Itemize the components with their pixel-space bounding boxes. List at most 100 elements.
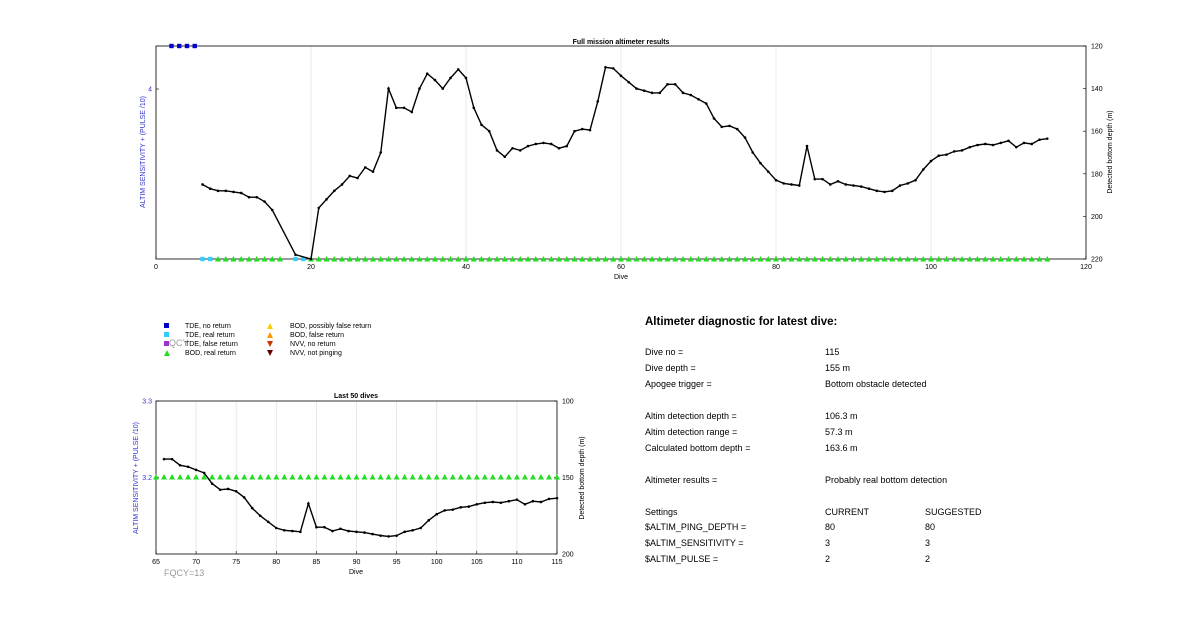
- depth-data-point: [952, 150, 956, 153]
- altim-detection-depth-label: Altim detection depth =: [645, 411, 737, 421]
- bod-real-return-marker: [811, 256, 818, 262]
- depth-data-point: [258, 514, 262, 518]
- bod-real-return-marker: [959, 256, 965, 262]
- x-tick-label: 80: [772, 264, 780, 271]
- depth-data-point: [323, 525, 326, 529]
- depth-data-point: [275, 526, 278, 530]
- depth-data-point: [178, 463, 182, 467]
- depth-data-point: [356, 176, 359, 180]
- depth-data-point: [467, 505, 471, 508]
- bod-real-return-marker: [185, 474, 192, 480]
- altimeter-results-value: Probably real bottom detection: [825, 475, 948, 485]
- full-mission-right-ylabel: Detected bottom depth (m): [1107, 110, 1114, 193]
- bod-real-return-marker: [377, 474, 384, 480]
- bod-real-return-marker: [230, 256, 237, 262]
- depth-data-point: [315, 525, 318, 529]
- bod-real-return-marker: [649, 256, 655, 262]
- bod-real-return-marker: [345, 474, 352, 480]
- depth-data-point: [332, 189, 336, 193]
- bod-real-return-marker: [362, 256, 369, 262]
- bod-real-return-marker: [990, 256, 996, 262]
- depth-data-point: [331, 529, 334, 533]
- last-50-dives-chart: Last 50 dives 65 70 75 80 85 90 95 100 105 110 115…: [133, 393, 586, 576]
- bod-real-return-marker: [912, 256, 919, 262]
- bod-real-return-marker: [594, 256, 601, 262]
- depth-data-point: [531, 499, 535, 503]
- bod-real-return-marker: [548, 256, 555, 262]
- bod-real-return-marker: [370, 256, 376, 262]
- bod-real-return-marker: [656, 256, 663, 262]
- orange-triangle-icon: [267, 332, 273, 339]
- bod-real-return-marker: [982, 256, 989, 262]
- depth-data-point: [226, 487, 230, 491]
- setting-name: $ALTIM_PING_DEPTH =: [645, 522, 747, 532]
- depth-data-point: [549, 142, 553, 146]
- last-50-title: Last 50 dives: [334, 393, 378, 400]
- bod-real-return-marker: [449, 474, 456, 480]
- bod-real-return-marker: [393, 256, 400, 262]
- full-mission-chart: Full mission altimeter results 0 20 40 60 80…: [140, 39, 1114, 281]
- setting-suggested: 3: [925, 538, 931, 548]
- depth-data-point: [449, 76, 452, 80]
- bod-real-return-marker: [441, 474, 448, 480]
- depth-data-point: [991, 143, 995, 147]
- depth-data-point: [937, 154, 941, 157]
- full-mission-left-ylabel: ALTIM SENSITIVITY + (PULSE /10): [140, 96, 147, 208]
- depth-data-point: [743, 136, 747, 139]
- y-right-tick-label: 200: [562, 552, 574, 559]
- depth-data-point: [355, 530, 358, 534]
- depth-data-point: [507, 499, 511, 503]
- full-mission-xlabel: Dive: [614, 274, 628, 281]
- depth-data-point: [821, 177, 824, 181]
- bod-real-return-marker: [935, 256, 942, 262]
- bod-real-return-marker: [788, 256, 795, 262]
- altim-detection-range-value: 57.3 m: [825, 427, 853, 437]
- x-tick-label: 105: [471, 559, 483, 566]
- depth-data-point: [565, 144, 569, 148]
- y-right-tick-label: 220: [1091, 257, 1103, 264]
- depth-data-point: [483, 501, 487, 505]
- depth-data-point: [828, 183, 832, 186]
- altimeter-results-label: Altimeter results =: [645, 475, 718, 485]
- depth-data-point: [475, 502, 479, 506]
- bod-real-return-marker: [177, 474, 184, 480]
- bod-real-return-marker: [481, 474, 488, 480]
- depth-data-point: [394, 106, 398, 110]
- red-down-triangle-icon: [267, 341, 273, 348]
- x-tick-label: 65: [152, 559, 160, 566]
- y-right-tick-label: 180: [1091, 171, 1103, 178]
- current-header: CURRENT: [825, 507, 869, 517]
- depth-data-point: [232, 190, 235, 194]
- depth-data-point: [635, 87, 638, 90]
- depth-data-point: [451, 508, 455, 511]
- depth-data-point: [299, 530, 302, 534]
- bod-real-return-marker: [695, 256, 702, 262]
- bod-real-return-marker: [513, 474, 520, 480]
- bod-real-return-marker: [241, 474, 248, 480]
- bod-real-return-marker: [1044, 256, 1051, 262]
- depth-data-point: [914, 178, 917, 182]
- bod-real-return-marker: [432, 256, 438, 262]
- bod-real-return-marker: [401, 474, 408, 480]
- bod-real-return-marker: [532, 256, 539, 262]
- depth-data-point: [697, 97, 700, 101]
- bod-real-return-marker: [897, 256, 903, 262]
- depth-data-point: [283, 528, 286, 532]
- depth-data-point: [418, 87, 421, 90]
- depth-data-point: [790, 183, 793, 186]
- bod-real-return-marker: [193, 474, 200, 480]
- depth-data-point: [523, 502, 527, 506]
- depth-data-point: [503, 155, 507, 159]
- bod-real-return-marker: [734, 256, 741, 262]
- bod-real-return-marker: [711, 256, 717, 262]
- depth-data-point: [363, 531, 366, 534]
- depth-data-point: [929, 159, 933, 163]
- y-left-tick-label: 3.2: [142, 475, 152, 482]
- bod-real-return-marker: [217, 474, 224, 480]
- bod-real-return-marker: [246, 256, 252, 262]
- legend-item: NVV, no return: [266, 340, 336, 349]
- bod-real-return-marker: [385, 256, 392, 262]
- depth-data-point: [1022, 141, 1026, 145]
- bod-real-return-marker: [257, 474, 264, 480]
- depth-data-point: [435, 512, 439, 516]
